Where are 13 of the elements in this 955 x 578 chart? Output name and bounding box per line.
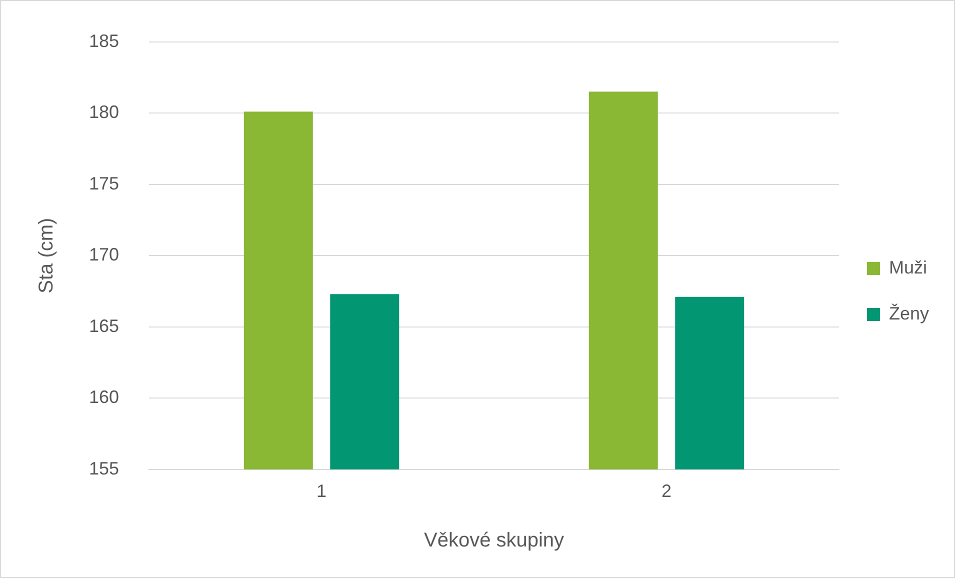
legend-label: Ženy [888, 303, 930, 324]
x-tick-label: 1 [316, 481, 327, 502]
y-axis-title: Sta (cm) [36, 218, 58, 294]
legend-label: Muži [888, 257, 927, 278]
y-tick-label: 185 [88, 30, 120, 51]
x-tick-label: 2 [661, 481, 672, 502]
y-tick-label: 180 [88, 102, 120, 122]
y-tick-label: 175 [88, 173, 120, 194]
y-tick-label: 165 [88, 316, 120, 336]
y-tick-label: 160 [88, 387, 120, 408]
y-tick-label: 170 [88, 244, 120, 265]
x-axis-title: Věkové skupiny [424, 530, 564, 552]
y-tick-label: 155 [88, 458, 120, 478]
